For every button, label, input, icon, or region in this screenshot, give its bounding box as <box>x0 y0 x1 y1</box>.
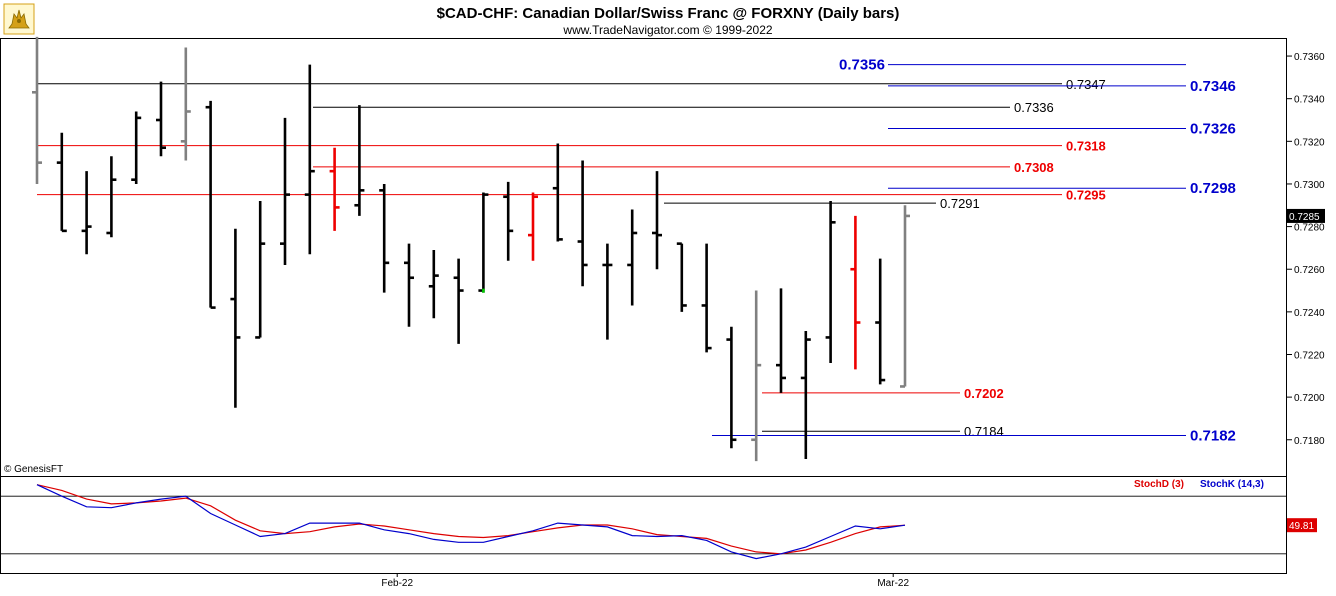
y-tick-label: 0.7340 <box>1294 95 1325 106</box>
ohlc-bar <box>627 209 638 306</box>
level-label: 0.7336 <box>1014 100 1054 115</box>
ohlc-bar <box>900 205 910 388</box>
price-levels: 0.7356 0.7347 0.7346 0.7336 0.7326 0.7318 0.73… <box>37 57 1236 444</box>
last-price-label: 0.7285 <box>1289 212 1320 223</box>
ohlc-bar <box>577 160 588 287</box>
ohlc-bar <box>552 143 563 242</box>
y-tick-label: 0.7220 <box>1294 350 1325 361</box>
ohlc-bar <box>81 171 92 255</box>
y-tick-label: 0.7200 <box>1294 393 1325 404</box>
price-panel <box>0 38 1287 477</box>
x-tick-label: Feb-22 <box>381 578 413 589</box>
last-price-box <box>1287 208 1325 223</box>
ohlc-bar <box>602 243 613 340</box>
stochastic-line <box>36 484 906 555</box>
level-label: 0.7184 <box>964 424 1004 439</box>
chart-title: $CAD-CHF: Canadian Dollar/Swiss Franc @ … <box>437 5 900 22</box>
stochastic-series: 49.81 <box>0 484 1317 560</box>
price-bars <box>32 36 910 462</box>
ohlc-bar <box>800 331 811 459</box>
ohlc-bar <box>56 132 67 233</box>
y-tick-label: 0.7360 <box>1294 52 1325 63</box>
ohlc-bar <box>676 242 687 312</box>
header: $CAD-CHF: Canadian Dollar/Swiss Franc @ … <box>3 3 900 37</box>
ohlc-bar <box>205 100 216 309</box>
bull-bear-logo-icon <box>3 3 35 35</box>
ohlc-bar <box>404 243 414 327</box>
price-axis: 0.7180 0.7200 0.7220 0.7240 0.7260 0.7280 0.73… <box>1287 52 1325 447</box>
level-label: 0.7318 <box>1066 139 1106 154</box>
y-tick-label: 0.7280 <box>1294 223 1325 234</box>
ohlc-bar <box>850 215 861 370</box>
ohlc-bar <box>751 290 762 462</box>
ohlc-bar <box>106 156 117 238</box>
level-label: 0.7326 <box>1190 121 1236 138</box>
ohlc-bar <box>478 192 489 293</box>
ohlc-bar <box>131 111 142 184</box>
level-label: 0.7308 <box>1014 160 1054 175</box>
ohlc-bar <box>825 201 836 364</box>
y-tick-label: 0.7260 <box>1294 265 1325 276</box>
y-tick-label: 0.7240 <box>1294 308 1325 319</box>
ohlc-bar <box>428 250 439 319</box>
level-label: 0.7346 <box>1190 78 1236 95</box>
level-label: 0.7291 <box>940 196 980 211</box>
level-label: 0.7356 <box>839 57 885 74</box>
watermark: © GenesisFT <box>4 464 63 475</box>
ohlc-bar <box>304 64 315 255</box>
ohlc-bar <box>453 258 464 344</box>
chart-subtitle: www.TradeNavigator.com © 1999-2022 <box>562 23 772 37</box>
ohlc-bar <box>503 181 514 261</box>
level-label: 0.7298 <box>1190 180 1236 197</box>
ohlc-bar <box>32 36 42 184</box>
stochastic-legend: StochD (3) StochK (14,3) <box>1134 479 1264 490</box>
ohlc-bar <box>230 228 241 408</box>
ohlc-bar <box>652 171 662 270</box>
last-stoch-box <box>1287 518 1317 533</box>
level-label: 0.7347 <box>1066 77 1106 92</box>
y-tick-label: 0.7300 <box>1294 180 1325 191</box>
ohlc-bar <box>156 81 166 157</box>
level-label: 0.7202 <box>964 386 1004 401</box>
ohlc-bar <box>354 105 365 216</box>
legend-entry: StochD (3) <box>1134 479 1184 490</box>
y-tick-label: 0.7180 <box>1294 436 1325 447</box>
ohlc-bar <box>726 326 737 449</box>
x-axis: Feb-22 Mar-22 <box>381 573 909 589</box>
y-tick-label: 0.7320 <box>1294 137 1325 148</box>
x-tick-label: Mar-22 <box>877 578 909 589</box>
stochastic-line <box>36 484 906 560</box>
legend-entry: StochK (14,3) <box>1200 479 1264 490</box>
ohlc-bar <box>701 243 712 353</box>
stochastic-panel <box>0 476 1287 574</box>
level-label: 0.7295 <box>1066 188 1106 203</box>
ohlc-bar <box>379 183 390 293</box>
ohlc-bar <box>528 192 538 261</box>
ohlc-bar <box>180 47 191 161</box>
ohlc-bar <box>280 117 290 265</box>
ohlc-bar <box>329 147 340 231</box>
ohlc-bar <box>776 288 786 393</box>
ohlc-bar <box>255 201 266 339</box>
last-stoch-label: 49.81 <box>1289 521 1314 532</box>
level-label: 0.7182 <box>1190 427 1236 444</box>
ohlc-bar <box>875 258 886 385</box>
